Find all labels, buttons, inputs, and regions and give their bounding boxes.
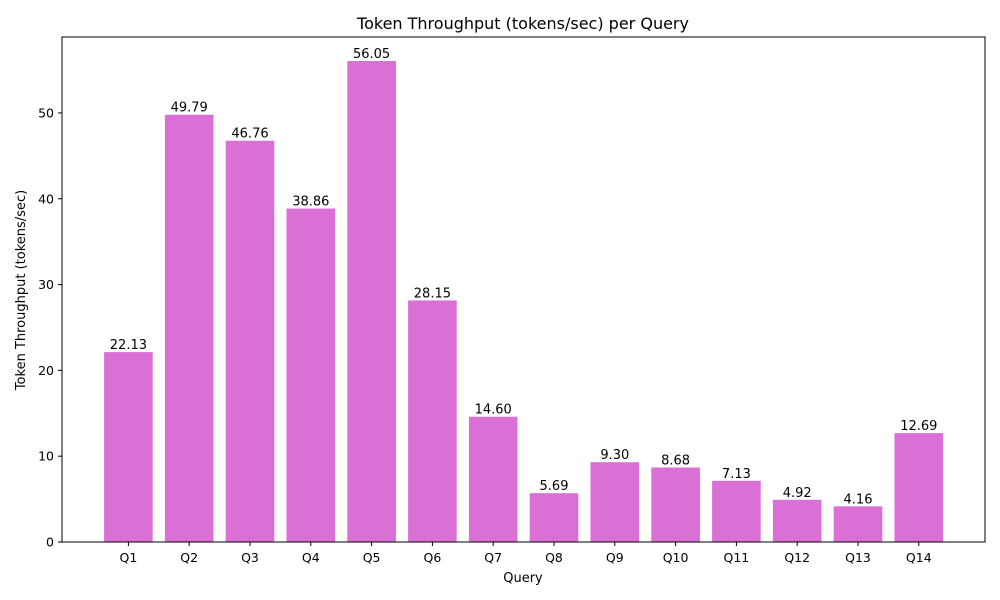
- x-tick-label-q13: Q13: [845, 550, 871, 565]
- data-label-q4: 38.86: [292, 195, 329, 210]
- data-label-q10: 8.68: [661, 454, 690, 469]
- data-label-q7: 14.60: [475, 403, 512, 418]
- chart-title: Token Throughput (tokens/sec) per Query: [356, 14, 689, 33]
- data-label-q2: 49.79: [171, 101, 208, 116]
- bar-q13: [833, 506, 883, 542]
- y-tick-label-30: 30: [38, 277, 54, 292]
- axes-layer: Q1 Q2 Q3 Q4 Q5 Q6 Q7 Q8 Q9 Q10 Q11 Q12 Q13 Q14 0 10 20 30…: [38, 36, 986, 565]
- x-tick-label-q2: Q2: [180, 550, 198, 565]
- data-label-q14: 12.69: [900, 419, 937, 434]
- x-tick-label-q11: Q11: [724, 550, 750, 565]
- bar-q8: [529, 493, 579, 542]
- bar-q9: [590, 462, 640, 542]
- bar-q10: [651, 467, 700, 542]
- bar-q6: [408, 300, 457, 542]
- y-axis-label: Token Throughput (tokens/sec): [14, 190, 29, 391]
- bar-q7: [468, 416, 518, 542]
- data-label-q13: 4.16: [844, 492, 873, 507]
- x-tick-label-q4: Q4: [302, 550, 320, 565]
- x-tick-label-q8: Q8: [545, 550, 563, 565]
- data-label-q5: 56.05: [353, 47, 390, 62]
- bar-q5: [347, 61, 396, 542]
- data-label-q3: 46.76: [231, 127, 268, 142]
- bars-layer: 22.13 49.79 46.76 38.86 56.05 28.15 14.60 5.69 9…: [104, 47, 944, 542]
- data-label-q9: 9.30: [600, 448, 629, 463]
- bar-q4: [286, 208, 336, 542]
- bar-q12: [772, 499, 822, 542]
- bar-q1: [104, 352, 153, 542]
- y-tick-label-50: 50: [38, 105, 54, 120]
- y-tick-label-0: 0: [46, 535, 54, 550]
- x-tick-label-q10: Q10: [663, 550, 689, 565]
- x-tick-label-q7: Q7: [484, 550, 502, 565]
- y-tick-label-20: 20: [38, 363, 54, 378]
- bar-q3: [225, 140, 275, 542]
- bar-q11: [712, 480, 761, 542]
- y-tick-label-10: 10: [38, 449, 54, 464]
- x-tick-label-q9: Q9: [606, 550, 624, 565]
- data-label-q11: 7.13: [722, 467, 751, 482]
- x-tick-label-q12: Q12: [784, 550, 810, 565]
- x-axis-label: Query: [503, 571, 543, 586]
- bar-q2: [164, 114, 214, 542]
- x-tick-label-q1: Q1: [120, 550, 138, 565]
- data-label-q6: 28.15: [414, 286, 451, 301]
- y-tick-label-40: 40: [38, 191, 54, 206]
- data-label-q1: 22.13: [110, 338, 147, 353]
- x-tick-label-q14: Q14: [906, 550, 932, 565]
- plot-frame: [61, 36, 986, 543]
- data-label-q12: 4.92: [783, 486, 812, 501]
- x-tick-label-q3: Q3: [241, 550, 259, 565]
- data-label-q8: 5.69: [540, 479, 569, 494]
- bar-q14: [894, 433, 944, 542]
- x-tick-label-q5: Q5: [363, 550, 381, 565]
- x-tick-label-q6: Q6: [424, 550, 442, 565]
